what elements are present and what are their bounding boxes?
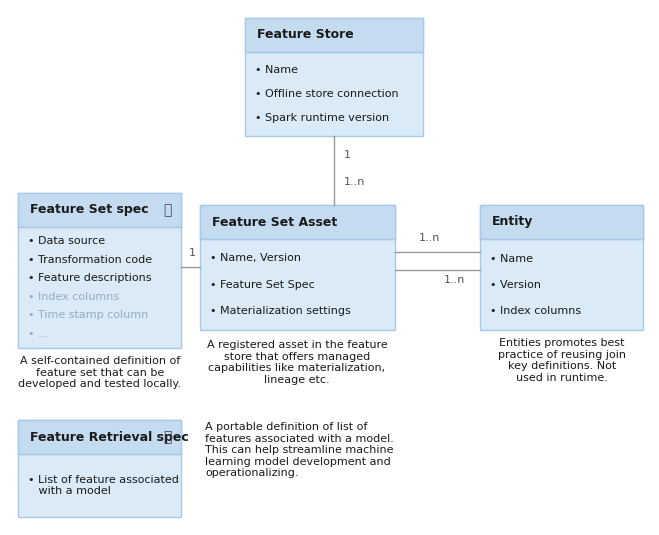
Text: Entities promotes best
practice of reusing join
key definitions. Not
used in run: Entities promotes best practice of reusi…: [498, 338, 626, 383]
Text: 1..n: 1..n: [344, 177, 365, 187]
Text: • Name: • Name: [255, 65, 298, 75]
Text: • Offline store connection: • Offline store connection: [255, 89, 399, 99]
Text: 🗎: 🗎: [163, 430, 171, 444]
FancyBboxPatch shape: [18, 193, 181, 348]
Text: Feature Set spec: Feature Set spec: [30, 203, 149, 217]
Text: • Spark runtime version: • Spark runtime version: [255, 113, 389, 123]
Text: 1: 1: [188, 248, 196, 258]
Text: • Transformation code: • Transformation code: [28, 255, 152, 265]
Text: • Index columns: • Index columns: [490, 305, 581, 316]
Text: • Time stamp column: • Time stamp column: [28, 310, 148, 320]
Text: • Name: • Name: [490, 254, 533, 264]
Text: • Materialization settings: • Materialization settings: [210, 305, 351, 316]
Text: A portable definition of list of
features associated with a model.
This can help: A portable definition of list of feature…: [205, 422, 394, 478]
FancyBboxPatch shape: [200, 205, 395, 239]
FancyBboxPatch shape: [480, 205, 643, 330]
Text: • ...: • ...: [28, 329, 49, 339]
Text: 🗎: 🗎: [163, 203, 171, 217]
Text: A self-contained definition of
feature set that can be
developed and tested loca: A self-contained definition of feature s…: [18, 356, 182, 389]
Text: • Version: • Version: [490, 279, 541, 289]
Text: Entity: Entity: [492, 216, 533, 228]
Text: • Feature Set Spec: • Feature Set Spec: [210, 279, 315, 289]
Text: A registered asset in the feature
store that offers managed
capabilities like ma: A registered asset in the feature store …: [207, 340, 387, 385]
Text: • Data source: • Data source: [28, 236, 105, 246]
FancyBboxPatch shape: [245, 18, 423, 52]
FancyBboxPatch shape: [200, 205, 395, 330]
Text: 1: 1: [344, 150, 351, 160]
FancyBboxPatch shape: [18, 193, 181, 227]
FancyBboxPatch shape: [480, 205, 643, 239]
FancyBboxPatch shape: [245, 18, 423, 136]
FancyBboxPatch shape: [18, 420, 181, 517]
Text: 1..n: 1..n: [419, 233, 441, 243]
Text: Feature Store: Feature Store: [257, 28, 354, 42]
Text: • List of feature associated
   with a model: • List of feature associated with a mode…: [28, 475, 179, 496]
FancyBboxPatch shape: [18, 420, 181, 454]
Text: Feature Retrieval spec: Feature Retrieval spec: [30, 431, 188, 444]
Text: • Feature descriptions: • Feature descriptions: [28, 273, 152, 283]
Text: Feature Set Asset: Feature Set Asset: [212, 216, 337, 228]
Text: 1..n: 1..n: [444, 275, 466, 285]
Text: • Index columns: • Index columns: [28, 292, 119, 302]
Text: • Name, Version: • Name, Version: [210, 254, 301, 264]
